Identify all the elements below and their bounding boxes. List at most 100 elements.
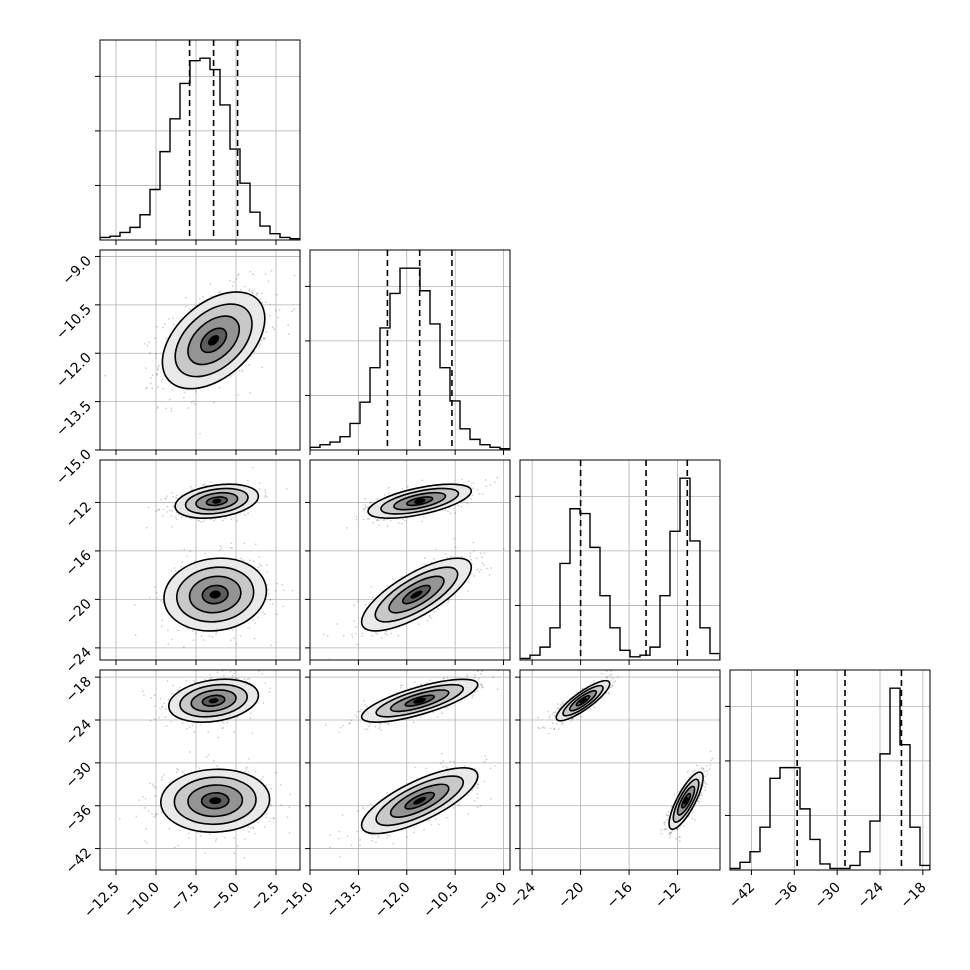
scatter-point <box>353 604 355 607</box>
y-tick-label-3-4: −18 <box>63 674 95 706</box>
scatter-point <box>251 273 254 275</box>
scatter-point <box>182 396 185 399</box>
scatter-point <box>134 634 137 637</box>
scatter-point <box>350 719 352 722</box>
scatter-point <box>428 616 431 618</box>
scatter-point <box>406 485 409 488</box>
scatter-point <box>169 509 171 512</box>
scatter-point <box>271 326 274 328</box>
scatter-point <box>285 488 288 490</box>
panel-frame <box>99 459 301 661</box>
scatter-point <box>160 498 163 501</box>
contour-peak-1 <box>209 590 221 599</box>
scatter-point <box>247 826 250 829</box>
scatter-point <box>288 831 291 834</box>
scatter-point <box>237 394 240 396</box>
scatter-point <box>275 613 278 616</box>
scatter-point <box>251 291 254 294</box>
scatter-point <box>266 495 268 498</box>
scatter-point <box>163 702 166 705</box>
scatter-point <box>469 498 472 501</box>
scatter-point <box>188 726 191 728</box>
y-tick-label-1-0: −15.0 <box>53 447 95 489</box>
y-tick-label-1-4: −9.0 <box>59 253 94 288</box>
scatter-point <box>167 698 170 701</box>
scatter-point <box>460 478 463 480</box>
scatter-point <box>392 578 395 581</box>
scatter-point <box>215 765 218 768</box>
scatter-point <box>222 722 225 725</box>
scatter-point <box>473 767 476 770</box>
scatter-point <box>171 388 174 391</box>
scatter-point <box>378 722 381 725</box>
scatter-point <box>477 787 479 790</box>
scatter-point <box>199 432 201 435</box>
scatter-point <box>461 555 463 558</box>
scatter-point <box>175 771 178 774</box>
scatter-point <box>274 309 277 312</box>
scatter-point <box>377 519 380 522</box>
scatter-point <box>263 337 266 340</box>
scatter-point <box>202 639 205 641</box>
scatter-point <box>433 610 436 613</box>
scatter-point <box>445 765 448 768</box>
scatter-point <box>247 830 250 833</box>
scatter-point <box>174 570 177 572</box>
scatter-point <box>405 836 408 838</box>
scatter-point <box>435 818 437 821</box>
scatter-point <box>202 520 205 522</box>
scatter-point <box>481 670 483 673</box>
scatter-point <box>341 724 344 727</box>
scatter-point <box>165 337 168 339</box>
scatter-point <box>272 816 275 819</box>
scatter-point <box>457 804 460 806</box>
scatter-point <box>471 696 474 699</box>
scatter-point <box>436 716 439 718</box>
scatter-point <box>146 344 149 347</box>
scatter-point <box>243 514 246 516</box>
scatter-point <box>183 391 186 394</box>
scatter-point <box>160 778 163 781</box>
scatter-point <box>502 547 505 550</box>
scatter-point <box>489 798 492 800</box>
scatter-point <box>447 599 450 602</box>
scatter-point <box>293 308 296 311</box>
scatter-point <box>490 567 493 569</box>
scatter-point <box>351 633 353 636</box>
scatter-point <box>472 541 475 544</box>
scatter-point <box>338 830 341 833</box>
scatter-point <box>251 732 254 735</box>
scatter-point <box>364 704 366 706</box>
scatter-point <box>479 672 482 675</box>
scatter-point <box>199 723 202 726</box>
scatter-point <box>194 403 196 405</box>
scatter-point <box>397 522 400 524</box>
x-tick-label-1-1: −13.5 <box>324 880 366 922</box>
scatter-point <box>232 629 234 632</box>
x-tick-label-1-2: −12.0 <box>372 880 414 922</box>
scatter-point <box>248 289 251 292</box>
y-tick-label-2-3: −12 <box>63 499 95 531</box>
scatter-point <box>243 542 246 545</box>
scatter-point <box>433 557 436 560</box>
scatter-point <box>256 664 258 666</box>
scatter-point <box>440 752 443 755</box>
scatter-panel-0-1 <box>95 249 301 455</box>
scatter-point <box>426 619 429 622</box>
scatter-point <box>364 504 366 507</box>
scatter-point <box>249 270 252 273</box>
scatter-point <box>371 596 374 599</box>
scatter-point <box>559 703 562 706</box>
scatter-point <box>205 756 208 758</box>
scatter-point <box>153 718 156 720</box>
scatter-point <box>155 510 158 512</box>
scatter-point <box>151 812 153 815</box>
panel-frame <box>99 249 301 451</box>
scatter-point <box>170 720 172 723</box>
contour-peak-0 <box>413 498 426 504</box>
scatter-point <box>364 506 367 509</box>
scatter-point <box>471 789 474 792</box>
scatter-point <box>258 345 261 348</box>
scatter-point <box>265 571 268 574</box>
scatter-point <box>181 561 183 564</box>
